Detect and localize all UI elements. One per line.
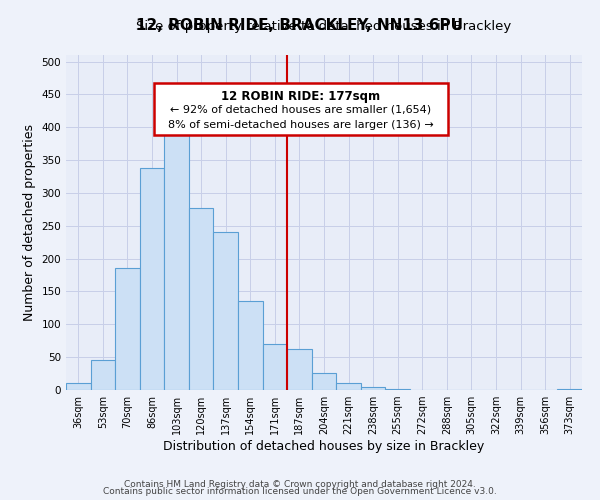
Bar xyxy=(115,268,140,390)
Bar xyxy=(91,360,115,390)
Bar xyxy=(287,350,312,390)
Y-axis label: Number of detached properties: Number of detached properties xyxy=(23,124,36,321)
Bar xyxy=(189,208,214,390)
FancyBboxPatch shape xyxy=(154,84,448,136)
Text: 12, ROBIN RIDE, BRACKLEY, NN13 6PU: 12, ROBIN RIDE, BRACKLEY, NN13 6PU xyxy=(137,18,464,32)
Text: 8% of semi-detached houses are larger (136) →: 8% of semi-detached houses are larger (1… xyxy=(168,120,434,130)
Bar xyxy=(164,128,189,390)
Bar xyxy=(336,384,361,390)
Text: ← 92% of detached houses are smaller (1,654): ← 92% of detached houses are smaller (1,… xyxy=(170,104,431,114)
Bar xyxy=(557,388,582,390)
X-axis label: Distribution of detached houses by size in Brackley: Distribution of detached houses by size … xyxy=(163,440,485,453)
Bar xyxy=(263,344,287,390)
Bar xyxy=(361,386,385,390)
Bar xyxy=(312,373,336,390)
Bar xyxy=(66,384,91,390)
Bar xyxy=(238,300,263,390)
Text: 12 ROBIN RIDE: 177sqm: 12 ROBIN RIDE: 177sqm xyxy=(221,90,380,102)
Text: Contains public sector information licensed under the Open Government Licence v3: Contains public sector information licen… xyxy=(103,487,497,496)
Bar xyxy=(140,168,164,390)
Title: Size of property relative to detached houses in Brackley: Size of property relative to detached ho… xyxy=(136,20,512,33)
Bar xyxy=(214,232,238,390)
Text: Contains HM Land Registry data © Crown copyright and database right 2024.: Contains HM Land Registry data © Crown c… xyxy=(124,480,476,489)
